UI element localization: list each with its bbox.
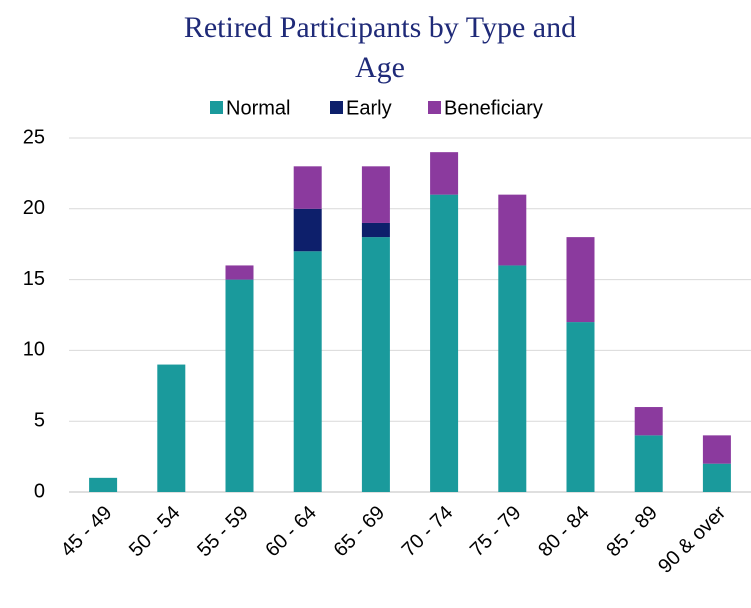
bar-segment — [634, 435, 663, 492]
x-tick-label: 90 & over — [654, 501, 730, 577]
bar-segment — [361, 166, 390, 223]
legend-swatch — [330, 101, 343, 114]
legend-swatch — [428, 101, 441, 114]
x-tick-label: 70 - 74 — [398, 502, 458, 562]
bar-segment — [566, 237, 595, 323]
bar-segment — [361, 222, 390, 238]
bar-segment — [702, 435, 731, 464]
bar-segment — [157, 364, 186, 492]
bar-segment — [293, 251, 322, 492]
bar-segment — [498, 265, 527, 492]
y-tick-label: 25 — [23, 126, 45, 148]
y-tick-label: 5 — [34, 409, 45, 431]
bar-segment — [225, 265, 254, 280]
y-tick-label: 15 — [23, 268, 45, 290]
bar-segment — [430, 152, 459, 195]
legend-label: Early — [346, 97, 392, 119]
bar-segment — [498, 194, 527, 266]
x-tick-label: 60 - 64 — [261, 502, 321, 562]
bar-segment — [89, 477, 118, 492]
legend-label: Beneficiary — [444, 97, 543, 119]
legend-swatch — [210, 101, 223, 114]
bar-segment — [361, 237, 390, 492]
bar-segment — [566, 322, 595, 492]
x-tick-label: 45 - 49 — [57, 502, 117, 562]
bar-segment — [293, 208, 322, 252]
bar-segment — [225, 279, 254, 492]
x-tick-label: 75 - 79 — [466, 502, 526, 562]
legend-label: Normal — [226, 97, 290, 119]
x-tick-label: 65 - 69 — [330, 502, 390, 562]
x-tick-label: 85 - 89 — [602, 502, 662, 562]
y-tick-label: 0 — [34, 480, 45, 502]
x-tick-label: 55 - 59 — [193, 502, 253, 562]
bar-segment — [293, 166, 322, 209]
x-tick-label: 80 - 84 — [534, 502, 594, 562]
y-tick-label: 20 — [23, 197, 45, 219]
y-tick-label: 10 — [23, 339, 45, 361]
x-tick-label: 50 - 54 — [125, 502, 185, 562]
chart-title: Retired Participants by Type and Age — [183, 11, 577, 84]
bar-segment — [702, 463, 731, 492]
bar-segment — [634, 407, 663, 436]
bar-segment — [430, 194, 459, 492]
